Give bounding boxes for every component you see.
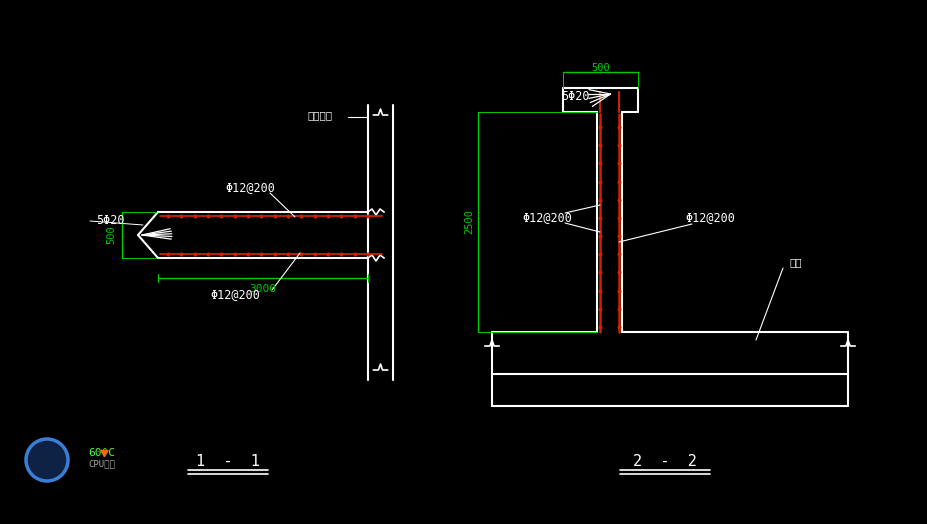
Text: 5Φ20: 5Φ20: [562, 90, 590, 103]
Circle shape: [26, 439, 68, 481]
Text: Φ12@200: Φ12@200: [685, 212, 735, 224]
Text: 底板: 底板: [790, 257, 802, 267]
Text: CPU温度: CPU温度: [88, 460, 115, 468]
Text: Φ12@200: Φ12@200: [522, 212, 572, 224]
Text: 5Φ20: 5Φ20: [96, 214, 124, 227]
Text: 1  -  1: 1 - 1: [197, 454, 260, 470]
Text: Φ12@200: Φ12@200: [225, 181, 275, 194]
Text: Φ12@200: Φ12@200: [210, 289, 260, 301]
Text: 500: 500: [106, 226, 116, 244]
Text: 2500: 2500: [464, 210, 474, 235]
Text: 3000: 3000: [249, 284, 276, 294]
Text: 50%: 50%: [36, 453, 57, 466]
Text: 2  -  2: 2 - 2: [633, 454, 697, 470]
Text: 60°C: 60°C: [88, 448, 115, 458]
Text: 结构外墙: 结构外墙: [308, 110, 333, 120]
Text: 500: 500: [591, 63, 610, 73]
